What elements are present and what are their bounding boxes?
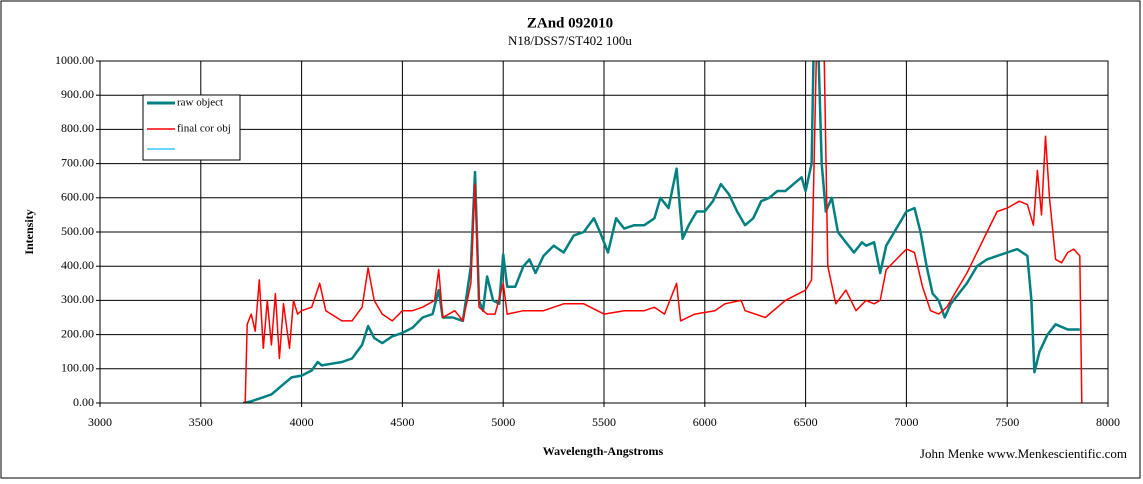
y-axis-label: Intensity [22,209,36,254]
x-tick-label: 5500 [592,415,616,429]
x-tick-label: 6500 [794,415,818,429]
series-line [244,61,1083,403]
y-tick-label: 1000.00 [55,53,94,67]
legend-label: raw object [177,97,223,109]
y-tick-label: 600.00 [61,190,94,204]
y-tick-label: 300.00 [61,292,94,306]
chart-title: ZAnd 092010 [527,15,613,31]
series-line [242,61,1080,403]
credit: John Menke www.Menkescientific.com [920,446,1127,461]
x-tick-label: 8000 [1096,415,1120,429]
x-axis-label: Wavelength-Angstroms [543,444,664,458]
y-tick-label: 800.00 [61,121,94,135]
y-tick-label: 200.00 [61,326,94,340]
x-tick-label: 6000 [693,415,717,429]
y-tick-label: 400.00 [61,258,94,272]
y-tick-label: 100.00 [61,361,94,375]
legend-label: final cor obj [177,123,231,135]
x-tick-label: 7500 [995,415,1019,429]
y-tick-label: 900.00 [61,87,94,101]
y-tick-label: 0.00 [73,395,94,409]
x-tick-label: 3500 [189,415,213,429]
chart-subtitle: N18/DSS7/ST402 100u [508,33,632,48]
x-tick-label: 4000 [290,415,314,429]
x-tick-label: 5000 [491,415,515,429]
x-tick-label: 3000 [88,415,112,429]
x-tick-label: 7000 [894,415,918,429]
y-tick-label: 500.00 [61,224,94,238]
y-tick-label: 700.00 [61,155,94,169]
x-tick-label: 4500 [390,415,414,429]
plot-frame [99,60,1109,404]
